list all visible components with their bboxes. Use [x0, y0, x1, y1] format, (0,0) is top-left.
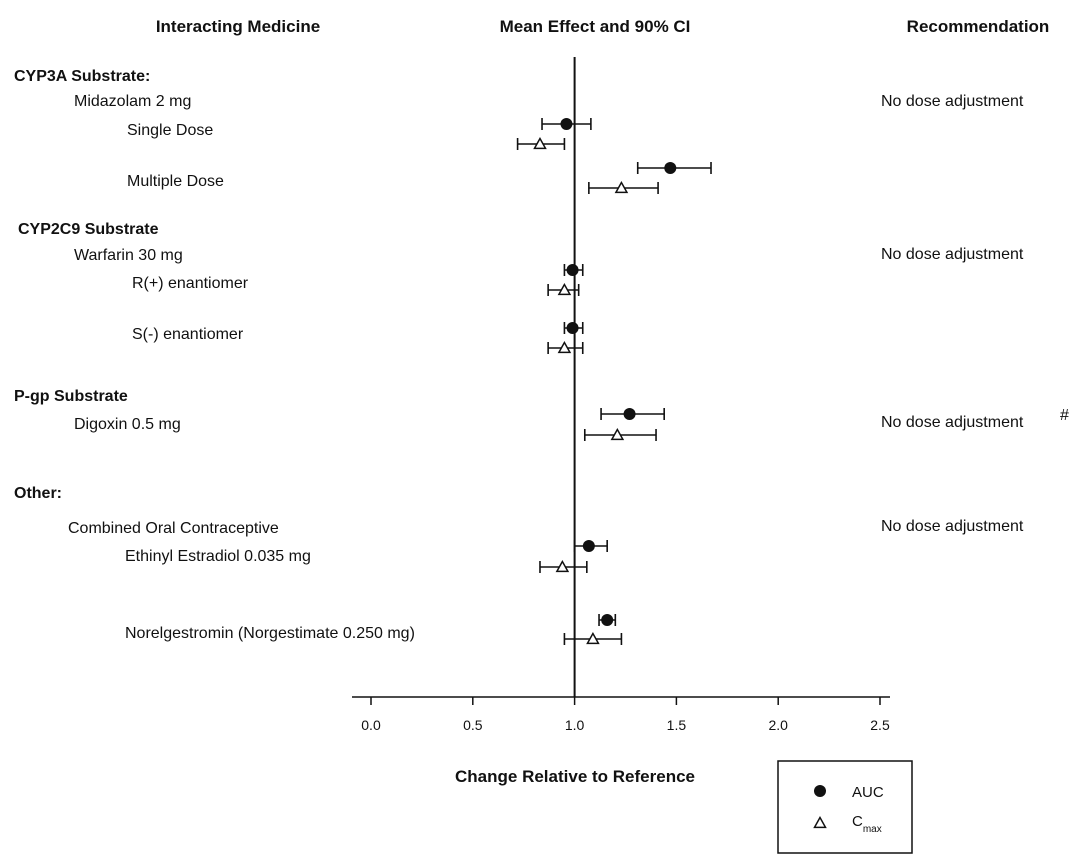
x-tick-label: 1.0 [565, 717, 585, 733]
recommendation-text: No dose adjustment [881, 246, 1024, 263]
recommendations: No dose adjustment No dose adjustment No d… [881, 93, 1069, 535]
recommendation-note: # [1060, 407, 1069, 424]
x-tick-label: 0.5 [463, 717, 483, 733]
cmax-point [614, 180, 629, 194]
auc-point [566, 264, 579, 276]
auc-point [664, 162, 677, 174]
auc-point [601, 614, 614, 626]
header-mean-effect: Mean Effect and 90% CI [500, 17, 691, 36]
row-label: Single Dose [127, 122, 213, 139]
legend-cmax-subscript: max [863, 824, 882, 835]
group-label: CYP3A Substrate: [14, 68, 150, 85]
axes: 0.0 0.5 1.0 1.5 2.0 2.5 [352, 57, 890, 733]
auc-point [566, 322, 579, 334]
cmax-point [610, 427, 625, 441]
x-tick-label: 2.0 [768, 717, 788, 733]
cmax-point [557, 340, 572, 354]
row-label: Warfarin 30 mg [74, 247, 183, 264]
group-label: P-gp Substrate [14, 388, 128, 405]
cmax-point [533, 136, 547, 150]
row-labels: CYP3A Substrate: Midazolam 2 mg Single Dos… [14, 68, 415, 642]
cmax-point [586, 631, 600, 645]
header-interacting-medicine: Interacting Medicine [156, 17, 320, 36]
x-axis-label: Change Relative to Reference [455, 767, 695, 786]
row-label: S(-) enantiomer [132, 326, 244, 343]
row-label: Multiple Dose [127, 173, 224, 190]
auc-point [560, 118, 573, 130]
row-label: Combined Oral Contraceptive [68, 520, 279, 537]
legend: AUC Cmax [777, 760, 913, 854]
legend-auc-marker [814, 785, 826, 797]
x-tick-label: 1.5 [667, 717, 687, 733]
recommendation-text: No dose adjustment [881, 414, 1024, 431]
row-label: Norelgestromin (Norgestimate 0.250 mg) [125, 625, 415, 642]
auc-point [582, 540, 595, 552]
column-headers: Interacting Medicine Mean Effect and 90%… [156, 17, 1050, 36]
legend-auc-label: AUC [852, 784, 884, 801]
cmax-point [557, 282, 572, 296]
group-label: Other: [14, 485, 62, 502]
recommendation-text: No dose adjustment [881, 93, 1024, 110]
recommendation-text: No dose adjustment [881, 518, 1024, 535]
row-label: Ethinyl Estradiol 0.035 mg [125, 548, 311, 565]
legend-cmax-marker [813, 815, 827, 829]
cmax-point [555, 559, 570, 573]
group-label: CYP2C9 Substrate [18, 221, 159, 238]
legend-cmax-label: Cmax [852, 813, 882, 835]
legend-box [777, 760, 913, 854]
row-label: Digoxin 0.5 mg [74, 416, 181, 433]
x-tick-label: 0.0 [361, 717, 381, 733]
row-label: R(+) enantiomer [132, 275, 249, 292]
legend-cmax-main: C [852, 813, 863, 830]
header-recommendation: Recommendation [907, 17, 1050, 36]
auc-point [623, 408, 636, 420]
x-tick-label: 2.5 [870, 717, 890, 733]
data-marks [516, 118, 712, 645]
row-label: Midazolam 2 mg [74, 93, 191, 110]
